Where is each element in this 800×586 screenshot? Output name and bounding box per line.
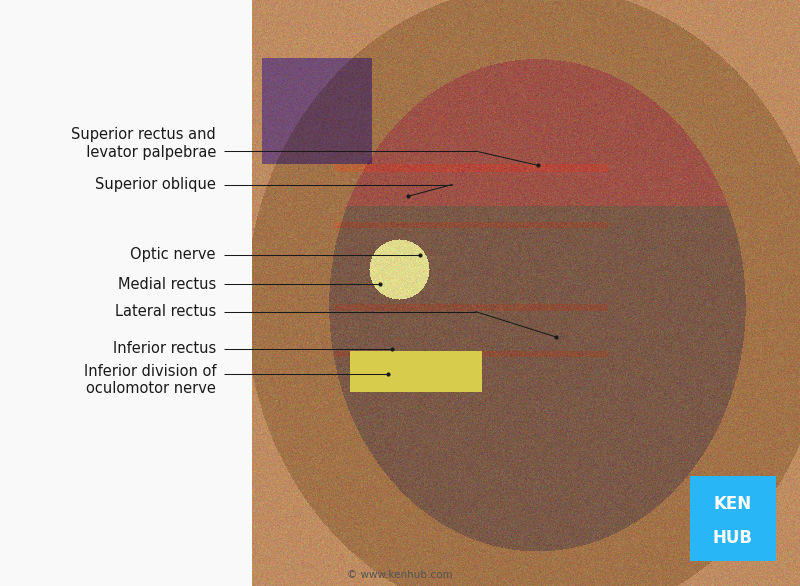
Text: Medial rectus: Medial rectus	[118, 277, 216, 292]
Text: Inferior division of
oculomotor nerve: Inferior division of oculomotor nerve	[83, 363, 216, 396]
Text: Superior oblique: Superior oblique	[95, 177, 216, 192]
Text: Inferior rectus: Inferior rectus	[113, 341, 216, 356]
Text: KEN: KEN	[714, 495, 752, 513]
Text: Lateral rectus: Lateral rectus	[114, 304, 216, 319]
Text: Optic nerve: Optic nerve	[130, 247, 216, 263]
Text: © www.kenhub.com: © www.kenhub.com	[347, 570, 453, 581]
Text: HUB: HUB	[713, 529, 753, 547]
Text: Superior rectus and
  levator palpebrae: Superior rectus and levator palpebrae	[71, 127, 216, 160]
Bar	[690, 476, 776, 561]
